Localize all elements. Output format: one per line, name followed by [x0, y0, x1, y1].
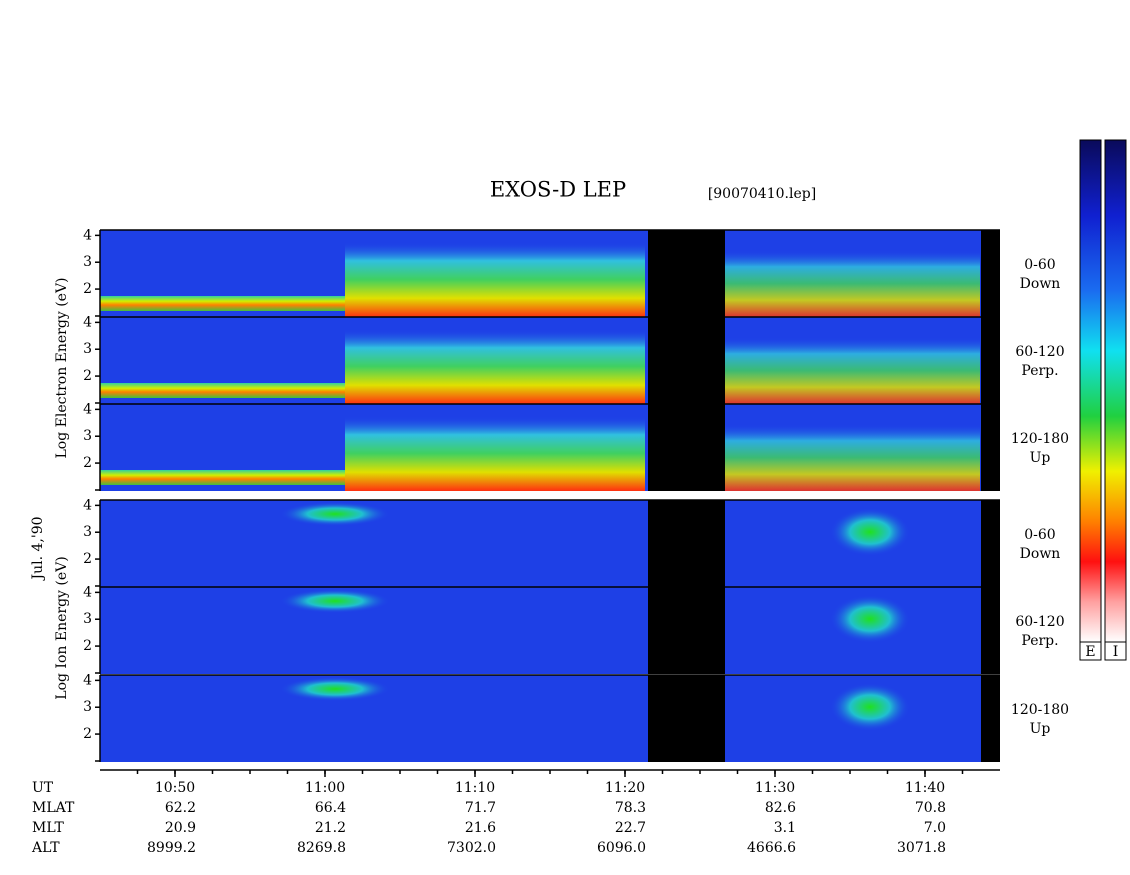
data-gap	[648, 587, 725, 674]
ephemeris-value: 82.6	[765, 800, 796, 816]
panel-direction: Down	[1020, 276, 1061, 292]
ephemeris-value: 8999.2	[147, 840, 196, 856]
data-gap	[981, 500, 1000, 587]
y-tick-label: 2	[83, 455, 92, 471]
data-gap	[648, 404, 725, 491]
ephemeris-value: 78.3	[615, 800, 646, 816]
data-gap	[981, 675, 1000, 762]
ephemeris-value: 66.4	[315, 800, 346, 816]
spectrogram-blob	[830, 683, 910, 731]
spectrogram-band	[100, 383, 345, 398]
panel-direction: Up	[1030, 450, 1051, 466]
ephemeris-value: 71.7	[465, 800, 496, 816]
spectrogram-blob	[830, 595, 910, 643]
ephemeris-name: UT	[32, 780, 54, 796]
ephemeris-value: 62.2	[165, 800, 196, 816]
data-gap	[981, 230, 1000, 317]
ephemeris-name: MLAT	[32, 800, 75, 816]
data-gap	[981, 587, 1000, 674]
group-label: Log Electron Energy (eV)	[54, 277, 70, 458]
x-tick-label: 11:10	[455, 780, 495, 796]
spectrogram-burst	[725, 424, 980, 491]
data-gap	[648, 500, 725, 587]
file-label: [90070410.lep]	[708, 186, 816, 202]
group-label: Log Ion Energy (eV)	[54, 556, 70, 699]
panel-direction: Up	[1030, 721, 1051, 737]
y-tick-label: 4	[83, 497, 92, 513]
title: EXOS-D LEP	[490, 178, 626, 202]
spectrogram-burst	[725, 250, 980, 317]
x-tick-label: 10:50	[155, 780, 195, 796]
y-tick-label: 4	[83, 401, 92, 417]
y-tick-label: 3	[83, 428, 92, 444]
spectrogram-band	[100, 470, 345, 485]
ephemeris-value: 3071.8	[897, 840, 946, 856]
colorbar-label: I	[1113, 644, 1119, 660]
ephemeris-value: 70.8	[915, 800, 946, 816]
y-tick-label: 3	[83, 524, 92, 540]
panel-angle: 120-180	[1011, 431, 1069, 447]
x-tick-label: 11:30	[755, 780, 795, 796]
ephemeris-value: 20.9	[165, 820, 196, 836]
spectrogram-burst	[345, 329, 645, 404]
ephemeris-name: MLT	[32, 820, 64, 836]
y-tick-label: 4	[83, 584, 92, 600]
colorbar-box	[1079, 641, 1102, 661]
spectrogram-burst	[725, 337, 980, 404]
panel-angle: 0-60	[1024, 527, 1055, 543]
y-tick-label: 4	[83, 314, 92, 330]
ephemeris-value: 4666.6	[747, 840, 796, 856]
colorbar	[1104, 139, 1127, 643]
spectrogram-band	[100, 296, 345, 311]
x-tick-label: 11:40	[905, 780, 945, 796]
ephemeris-value: 7.0	[924, 820, 946, 836]
x-tick-label: 11:00	[305, 780, 345, 796]
y-tick-label: 3	[83, 699, 92, 715]
spectrogram-blob	[280, 677, 390, 701]
ephemeris-value: 21.6	[465, 820, 496, 836]
ephemeris-value: 3.1	[774, 820, 796, 836]
y-tick-label: 2	[83, 368, 92, 384]
y-tick-label: 3	[83, 341, 92, 357]
spectrogram-burst	[345, 416, 645, 491]
panel-direction: Down	[1020, 546, 1061, 562]
spectrogram-blob	[280, 502, 390, 526]
panel-angle: 120-180	[1011, 702, 1069, 718]
spectrogram-blob	[830, 508, 910, 556]
panel-angle: 60-120	[1015, 344, 1064, 360]
panel-direction: Perp.	[1021, 633, 1058, 649]
y-tick-label: 4	[83, 227, 92, 243]
data-gap	[648, 675, 725, 762]
y-tick-label: 2	[83, 726, 92, 742]
ephemeris-value: 22.7	[615, 820, 646, 836]
data-gap	[981, 404, 1000, 491]
y-tick-label: 2	[83, 281, 92, 297]
colorbar	[1079, 139, 1102, 643]
colorbar-box	[1104, 641, 1127, 661]
y-tick-label: 2	[83, 638, 92, 654]
ephemeris-name: ALT	[31, 840, 60, 856]
y-tick-label: 3	[83, 611, 92, 627]
data-gap	[648, 317, 725, 404]
y-tick-label: 2	[83, 551, 92, 567]
spectrogram-burst	[345, 242, 645, 317]
ephemeris-value: 7302.0	[447, 840, 496, 856]
y-tick-label: 3	[83, 254, 92, 270]
colorbar-label: E	[1085, 644, 1095, 660]
data-gap	[648, 230, 725, 317]
y-tick-label: 4	[83, 672, 92, 688]
spectrogram-blob	[280, 589, 390, 613]
ephemeris-value: 8269.8	[297, 840, 346, 856]
panel-angle: 0-60	[1024, 257, 1055, 273]
data-gap	[981, 317, 1000, 404]
ephemeris-value: 21.2	[315, 820, 346, 836]
ephemeris-value: 6096.0	[597, 840, 646, 856]
panel-angle: 60-120	[1015, 614, 1064, 630]
date-label: Jul. 4,'90	[30, 516, 46, 581]
x-tick-label: 11:20	[605, 780, 645, 796]
panel-direction: Perp.	[1021, 363, 1058, 379]
